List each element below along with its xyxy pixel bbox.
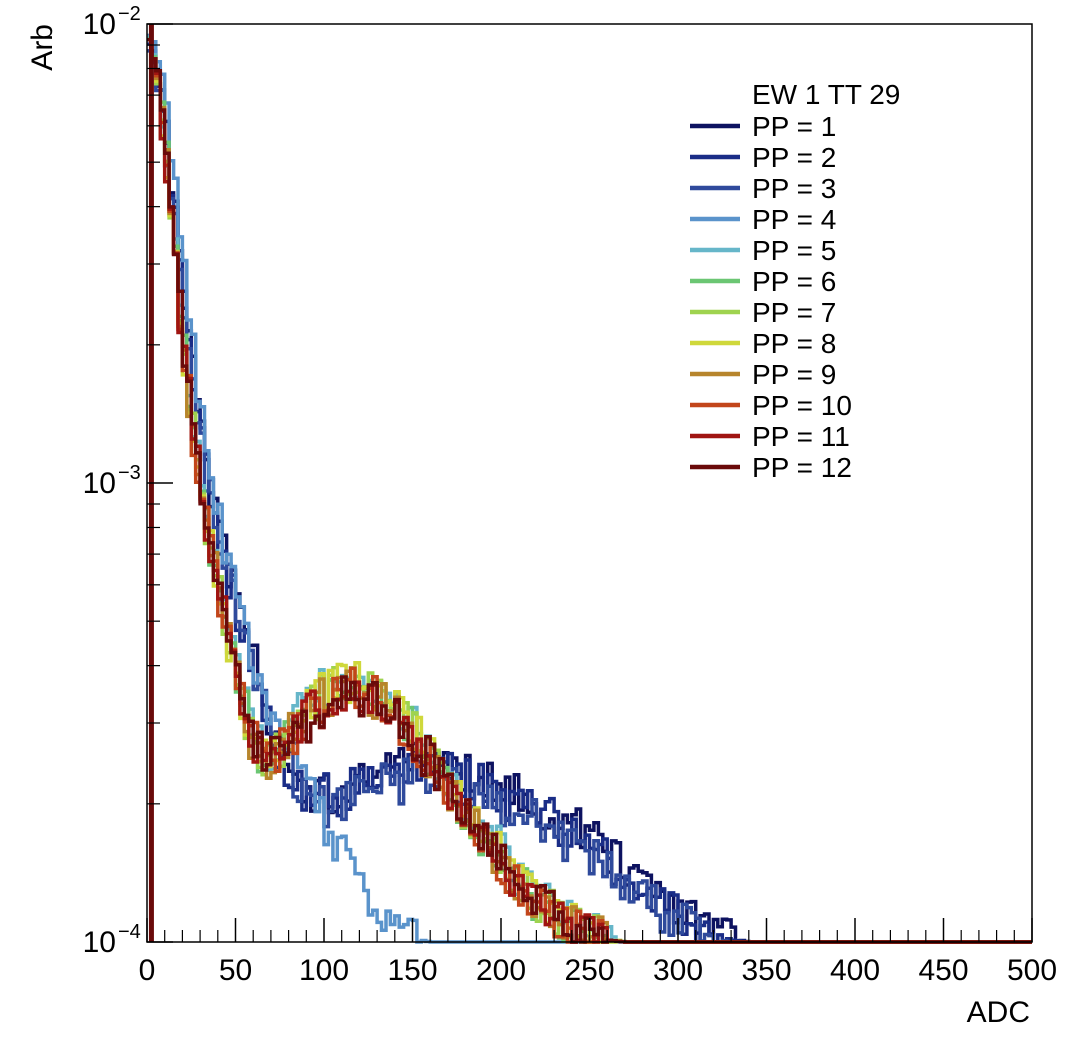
x-axis-label: ADC [967,996,1030,1029]
x-tick-label: 150 [387,954,437,987]
x-tick-label: 50 [219,954,252,987]
y-tick-label: 10 [83,8,116,41]
x-tick-label: 0 [139,954,156,987]
y-tick-exponent: −3 [118,462,141,484]
legend: EW 1 TT 29 PP = 1PP = 2PP = 3PP = 4PP = … [690,79,900,483]
legend-label: PP = 3 [752,173,836,204]
y-axis-label: Arb [26,24,59,71]
legend-label: PP = 9 [752,359,836,390]
x-tick-label: 350 [741,954,791,987]
legend-label: PP = 2 [752,142,836,173]
x-tick-label: 450 [918,954,968,987]
legend-label: PP = 12 [752,452,852,483]
x-tick-label: 400 [830,954,880,987]
legend-label: PP = 10 [752,390,852,421]
legend-label: PP = 1 [752,111,836,142]
x-tick-label: 100 [299,954,349,987]
legend-header: EW 1 TT 29 [752,79,900,110]
legend-label: PP = 6 [752,266,836,297]
x-tick-label: 200 [476,954,526,987]
y-tick-label: 10 [83,926,116,959]
x-tick-label: 250 [564,954,614,987]
y-tick-label: 10 [83,467,116,500]
axes-layer: 0 50 100 150 200 250 300 350 400 450 50010−210−310… [83,3,1057,987]
y-tick-exponent: −2 [118,3,141,25]
legend-label: PP = 11 [752,421,850,452]
legend-label: PP = 7 [752,297,836,328]
x-tick-label: 500 [1007,954,1057,987]
y-tick-exponent: −4 [118,921,141,943]
legend-label: PP = 8 [752,328,836,359]
x-tick-label: 300 [653,954,703,987]
legend-label: PP = 5 [752,235,836,266]
legend-label: PP = 4 [752,204,836,235]
